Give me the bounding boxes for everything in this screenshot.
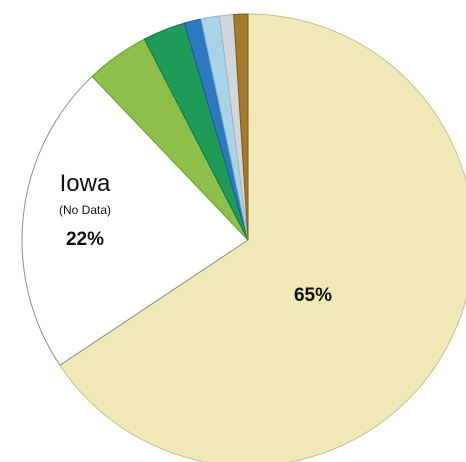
pie-labels: Iowa (No Data) 22% 65% [59,170,332,306]
slice-label-main: 65% [294,285,332,306]
pie-slices [21,13,466,462]
pie-slice-0 [59,13,466,462]
pie-slice-1 [21,75,249,366]
pie-slice-7 [233,13,249,241]
slice-label-iowa: 22% [66,229,104,250]
slice-note-iowa: (No Data) [59,203,111,217]
slice-name-iowa: Iowa [60,170,111,197]
